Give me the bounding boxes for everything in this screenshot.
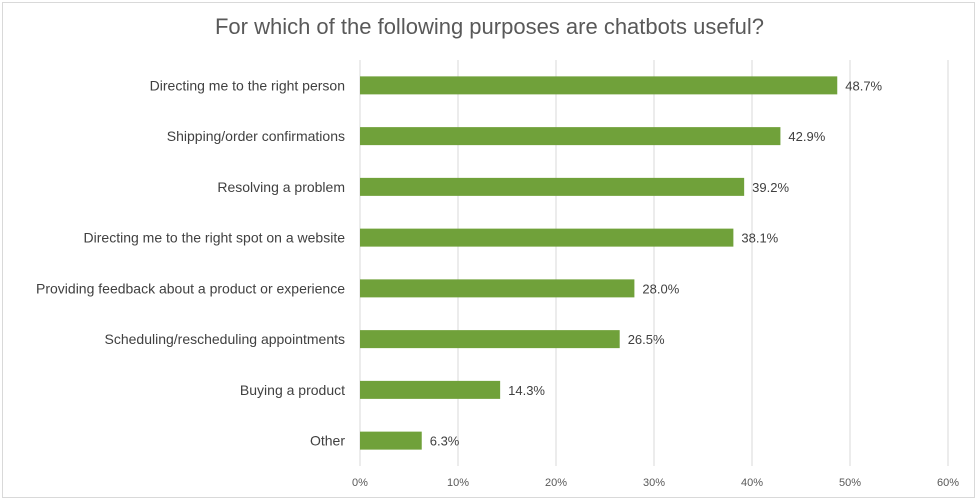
data-label: 6.3% [430,434,460,449]
x-tick-label: 30% [643,477,665,489]
x-tick-label: 0% [352,477,368,489]
data-label: 42.9% [788,129,825,144]
data-label: 14.3% [508,383,545,398]
bar [360,177,745,196]
category-label: Resolving a problem [217,179,345,195]
x-tick-label: 60% [937,477,959,489]
bar [360,431,422,450]
bar [360,330,620,349]
category-label: Directing me to the right person [150,77,345,93]
data-label: 48.7% [845,78,882,93]
category-label: Other [310,433,345,449]
x-tick-label: 40% [741,477,763,489]
data-label: 28.0% [642,281,679,296]
bar [360,127,781,146]
bar [360,380,501,399]
category-label: Providing feedback about a product or ex… [36,280,345,296]
data-label: 39.2% [752,180,789,195]
category-label: Directing me to the right spot on a webs… [84,230,346,246]
bar [360,228,734,247]
category-label: Buying a product [240,382,345,398]
data-label: 38.1% [741,231,778,246]
data-label: 26.5% [628,332,665,347]
x-tick-label: 10% [447,477,469,489]
category-label: Scheduling/rescheduling appointments [105,331,346,347]
x-tick-label: 50% [839,477,861,489]
bar [360,76,838,95]
chart-title: For which of the following purposes are … [214,14,765,39]
category-label: Shipping/order confirmations [167,128,345,144]
bar [360,279,635,298]
x-tick-label: 20% [545,477,567,489]
